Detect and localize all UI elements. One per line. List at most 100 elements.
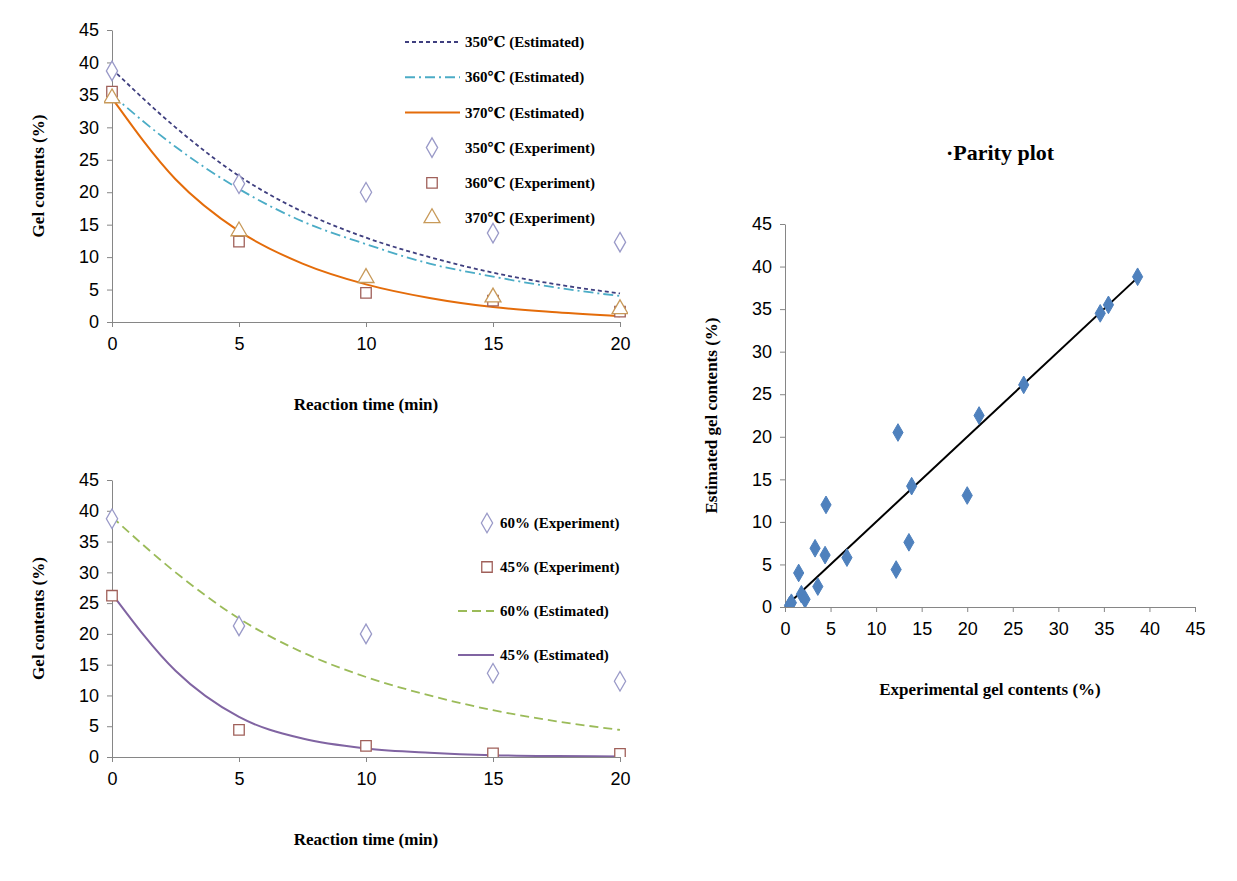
tick-label: 15 [483,769,503,789]
axis: 051015202530354045 [79,20,113,332]
tick: 25 [752,384,785,404]
point [233,616,244,636]
legend-swatch [405,111,460,113]
tick: 20 [958,607,978,639]
legend-item: 45% (Experiment) [482,559,620,576]
legend-item: 60% (Estimated) [458,603,609,620]
tick: 5 [89,280,112,300]
tick: 20 [610,757,630,789]
tick-label: 5 [234,769,244,789]
legend-item: 370℃ (Estimated) [405,105,584,122]
tick-mark [107,572,112,573]
tick-label: 40 [1140,619,1160,639]
tick: 45 [752,214,785,234]
tick-label: 0 [89,747,99,767]
tick-label: 15 [912,619,932,639]
legend-label: 370℃ (Estimated) [465,105,584,122]
tick: 25 [79,150,112,170]
tick-mark [107,160,112,161]
tick-mark [780,564,785,565]
tick: 15 [483,757,503,789]
legend-swatch [458,654,494,656]
tick-mark [780,522,785,523]
tick-mark [107,290,112,291]
tick-mark [107,322,112,323]
tick-label: 25 [79,593,99,613]
tick-label: 10 [867,619,887,639]
point [1095,305,1105,323]
tick: 35 [752,299,785,319]
tick: 10 [356,322,376,354]
point [800,591,810,607]
axis: 051015202530354045 [79,470,113,767]
tick-mark [922,607,923,612]
tick-label: 0 [762,597,772,617]
tick: 40 [752,257,785,277]
tick: 5 [89,716,112,736]
plot-area [104,61,628,317]
tick: 0 [89,747,112,767]
plot-area [784,268,1142,607]
tick-label: 25 [79,150,99,170]
tick-mark [107,603,112,604]
tick-label: 20 [79,182,99,202]
legend-label: 45% (Estimated) [500,647,609,664]
tick-label: 30 [752,342,772,362]
tick: 10 [79,247,112,267]
point [360,624,371,644]
plot-area [106,509,625,757]
point [974,407,984,425]
point [1103,296,1113,314]
tick: 10 [867,607,887,639]
point [234,725,244,735]
tick: 15 [79,215,112,235]
y-axis-title: Gel contents (%) [29,115,48,238]
tick-mark [107,257,112,258]
point [820,546,830,564]
point [361,288,371,298]
tick: 20 [79,182,112,202]
tick-mark [780,352,785,353]
tick: 30 [79,118,112,138]
page: 05101520051015202530354045Reaction time … [0,0,1237,881]
tick-label: 5 [234,334,244,354]
legend-item: 350℃ (Estimated) [405,34,584,51]
tick: 0 [762,597,785,617]
tick-label: 45 [79,470,99,490]
tick-mark [107,480,112,481]
tick-label: 45 [752,214,772,234]
tick-label: 40 [79,53,99,73]
tick: 10 [79,686,112,706]
tick-label: 15 [79,215,99,235]
tick-mark [780,479,785,480]
point [487,664,498,684]
tick: 15 [752,470,785,490]
tick-mark [107,192,112,193]
tick-label: 20 [610,334,630,354]
tick: 5 [826,607,836,639]
point [786,594,796,607]
point [614,672,625,692]
tick-label: 30 [79,118,99,138]
point [485,288,501,302]
tick-label: 35 [79,532,99,552]
point [962,487,972,505]
point [821,496,831,514]
point [842,549,852,567]
tick: 15 [912,607,932,639]
tick: 5 [234,322,244,354]
legend-item: 45% (Estimated) [458,647,609,664]
point [614,232,625,252]
tick-mark [967,607,968,612]
tick-label: 0 [89,312,99,332]
legend-swatch [482,562,492,572]
tick-label: 15 [79,655,99,675]
tick-mark [1149,607,1150,612]
axis: 05101520 [107,757,630,789]
tick-label: 35 [1094,619,1114,639]
tick-label: 5 [762,555,772,575]
tick: 45 [79,20,112,40]
tick-label: 20 [610,769,630,789]
tick: 30 [79,563,112,583]
point [487,223,498,243]
